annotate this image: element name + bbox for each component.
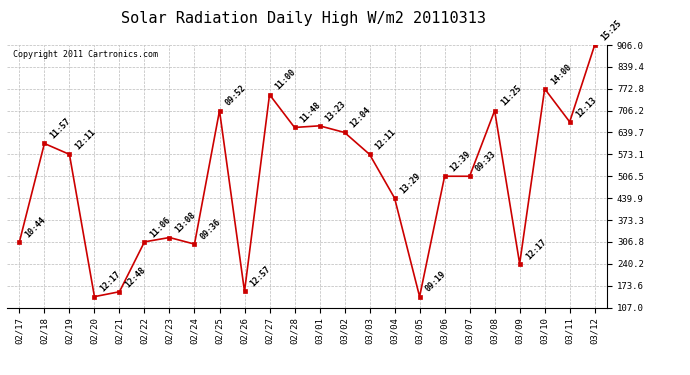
Text: 12:48: 12:48	[124, 265, 148, 289]
Text: 09:19: 09:19	[424, 270, 448, 294]
Text: 11:06: 11:06	[148, 215, 172, 239]
Text: 11:00: 11:00	[274, 68, 298, 92]
Text: 11:25: 11:25	[499, 84, 523, 108]
Text: Solar Radiation Daily High W/m2 20110313: Solar Radiation Daily High W/m2 20110313	[121, 11, 486, 26]
Text: 09:36: 09:36	[199, 217, 223, 242]
Text: 09:52: 09:52	[224, 84, 248, 108]
Text: Copyright 2011 Cartronics.com: Copyright 2011 Cartronics.com	[13, 50, 158, 59]
Text: 10:44: 10:44	[23, 215, 48, 239]
Text: 12:04: 12:04	[348, 106, 373, 130]
Text: 14:00: 14:00	[549, 62, 573, 86]
Text: 15:25: 15:25	[599, 18, 623, 42]
Text: 12:11: 12:11	[74, 128, 98, 152]
Text: 12:11: 12:11	[374, 128, 398, 152]
Text: 13:08: 13:08	[174, 211, 198, 235]
Text: 13:23: 13:23	[324, 99, 348, 123]
Text: 13:29: 13:29	[399, 171, 423, 195]
Text: 12:57: 12:57	[248, 265, 273, 289]
Text: 09:33: 09:33	[474, 149, 498, 174]
Text: 11:48: 11:48	[299, 100, 323, 124]
Text: 12:39: 12:39	[448, 149, 473, 174]
Text: 12:17: 12:17	[99, 270, 123, 294]
Text: 12:13: 12:13	[574, 95, 598, 119]
Text: 11:57: 11:57	[48, 117, 72, 141]
Text: 12:17: 12:17	[524, 237, 548, 261]
